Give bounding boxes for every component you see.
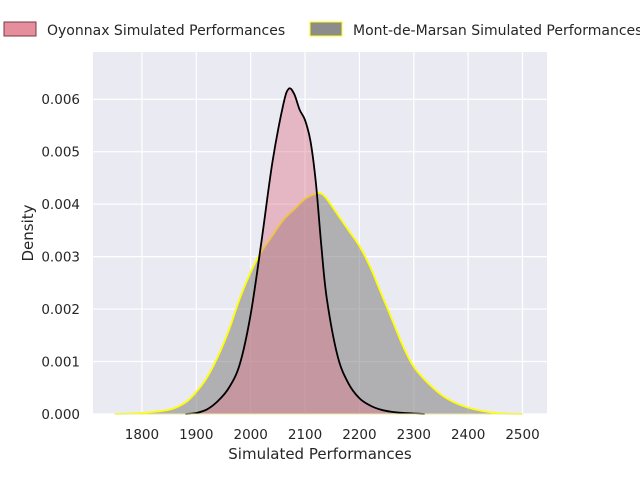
y-tick-label: 0.001	[41, 355, 80, 371]
legend-label-mont-de-marsan: Mont-de-Marsan Simulated Performances	[353, 23, 640, 39]
density-line-mont-de-marsan	[114, 192, 523, 415]
x-tick-label: 2200	[342, 427, 376, 443]
x-tick-label: 1800	[125, 427, 159, 443]
legend-swatch-mont-de-marsan	[309, 21, 343, 37]
y-tick-label: 0.006	[41, 92, 80, 108]
x-tick-label: 2000	[233, 427, 267, 443]
y-tick-label: 0.003	[41, 250, 80, 266]
y-tick-label: 0.002	[41, 302, 80, 318]
y-tick-label: 0.004	[41, 197, 80, 213]
y-tick-label: 0.005	[41, 145, 80, 161]
y-axis-ticks: 0.000 0.001 0.002 0.003 0.004 0.005 0.006	[41, 92, 80, 423]
x-tick-label: 2500	[505, 427, 539, 443]
density-area-oyonnax	[185, 88, 425, 415]
y-axis-label: Density	[19, 204, 37, 261]
x-tick-label: 2300	[397, 427, 431, 443]
density-areas	[114, 87, 523, 415]
x-axis-ticks: 1800 1900 2000 2100 2200 2300 2400 2500	[125, 427, 540, 443]
x-tick-label: 1900	[179, 427, 213, 443]
legend-swatch-oyonnax	[3, 21, 37, 37]
x-tick-label: 2400	[451, 427, 485, 443]
x-tick-label: 2100	[288, 427, 322, 443]
density-area-mont-de-marsan	[114, 192, 523, 414]
y-tick-label: 0.000	[41, 407, 80, 423]
density-line-oyonnax	[185, 87, 425, 415]
legend-label-oyonnax: Oyonnax Simulated Performances	[47, 23, 285, 39]
x-axis-label: Simulated Performances	[228, 445, 412, 463]
legend: Oyonnax Simulated Performances Mont-de-M…	[3, 21, 640, 39]
